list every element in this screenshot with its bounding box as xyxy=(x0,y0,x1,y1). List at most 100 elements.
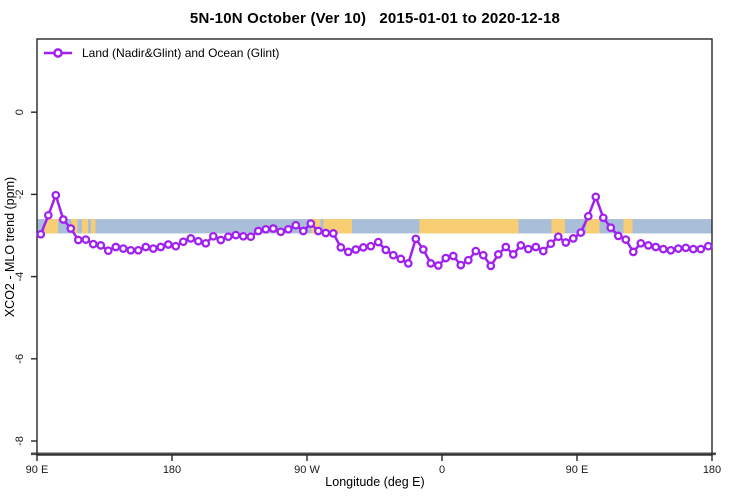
x-tick-label: 90 E xyxy=(566,464,589,476)
data-point xyxy=(546,239,556,249)
data-point xyxy=(433,261,443,270)
land-segment xyxy=(419,219,519,234)
data-point xyxy=(336,243,346,252)
data-point xyxy=(501,242,511,252)
data-point xyxy=(51,190,61,200)
data-point xyxy=(298,226,308,236)
data-point xyxy=(553,232,563,242)
data-point xyxy=(403,259,413,268)
data-point xyxy=(561,238,571,247)
legend-label: Land (Nadir&Glint) and Ocean (Glint) xyxy=(82,46,280,60)
data-point xyxy=(223,232,233,242)
data-point xyxy=(613,231,623,241)
data-point xyxy=(238,231,248,241)
data-point xyxy=(508,250,518,259)
x-axis-title: Longitude (deg E) xyxy=(325,475,425,489)
data-point xyxy=(591,192,601,202)
data-point xyxy=(261,224,271,234)
data-point xyxy=(493,250,503,259)
y-tick-label: 0 xyxy=(14,109,26,115)
data-point xyxy=(283,224,293,234)
data-point xyxy=(156,242,166,252)
y-axis-title: XCO2 - MLO trend (ppm) xyxy=(3,176,17,318)
data-point xyxy=(688,244,698,254)
data-point xyxy=(358,243,368,252)
data-point xyxy=(411,234,421,244)
land-segment xyxy=(586,219,600,234)
legend-circle-icon xyxy=(53,48,63,58)
data-point xyxy=(703,241,713,251)
data-point xyxy=(306,219,316,228)
data-point xyxy=(36,229,46,239)
data-point xyxy=(103,246,113,256)
data-point xyxy=(163,240,173,249)
x-tick-label: 0 xyxy=(439,464,445,476)
data-point xyxy=(193,236,203,246)
land-segment xyxy=(91,219,96,234)
data-point xyxy=(516,241,526,250)
data-point xyxy=(148,244,158,253)
data-point xyxy=(141,242,151,252)
data-point xyxy=(643,241,653,250)
data-point xyxy=(441,253,451,263)
data-point xyxy=(366,241,376,251)
data-point xyxy=(621,235,631,244)
data-point xyxy=(58,215,68,224)
legend-marker-icon xyxy=(44,48,72,58)
data-point xyxy=(478,250,488,260)
data-point xyxy=(373,237,383,247)
data-point xyxy=(666,245,676,255)
data-point xyxy=(471,246,481,256)
data-point xyxy=(276,227,286,237)
data-point xyxy=(88,239,98,249)
legend: Land (Nadir&Glint) and Ocean (Glint) xyxy=(43,46,279,60)
data-point xyxy=(418,245,428,254)
land-segment xyxy=(323,219,352,234)
land-segment xyxy=(82,219,88,234)
x-tick-label: 90 W xyxy=(294,464,320,476)
data-point xyxy=(531,242,541,252)
data-point xyxy=(448,251,458,261)
data-point xyxy=(456,260,466,270)
data-point xyxy=(321,228,331,238)
ocean-band xyxy=(37,219,712,234)
data-point xyxy=(96,241,106,250)
data-point xyxy=(178,237,188,247)
x-tick-label: 180 xyxy=(703,464,721,476)
data-point xyxy=(658,244,668,254)
data-point xyxy=(126,245,136,255)
data-point xyxy=(328,229,338,238)
data-point xyxy=(606,223,616,233)
y-tick-label: -8 xyxy=(14,436,26,446)
data-point xyxy=(111,242,121,252)
data-point xyxy=(343,247,353,257)
data-point xyxy=(576,228,586,237)
data-point xyxy=(583,211,593,221)
data-point xyxy=(381,245,391,255)
data-point xyxy=(388,250,398,260)
data-point xyxy=(246,232,256,242)
data-point xyxy=(171,241,181,251)
y-tick-label: -6 xyxy=(14,354,26,364)
land-segment xyxy=(311,219,321,234)
data-point xyxy=(628,247,638,257)
land-segment xyxy=(551,219,565,234)
data-point xyxy=(231,230,241,240)
chart-title: 5N-10N October (Ver 10) 2015-01-01 to 20… xyxy=(189,10,561,27)
data-point xyxy=(636,238,646,248)
data-point xyxy=(201,238,211,248)
x-tick-label: 180 xyxy=(163,464,181,476)
data-point xyxy=(538,246,548,256)
data-point xyxy=(463,255,473,265)
data-point xyxy=(696,244,706,254)
data-point xyxy=(396,254,406,264)
data-point xyxy=(523,244,533,254)
data-point xyxy=(268,224,278,233)
data-point xyxy=(66,224,76,233)
data-point xyxy=(681,243,691,253)
data-point xyxy=(73,235,83,245)
data-point xyxy=(216,235,226,245)
data-point xyxy=(81,235,91,244)
y-tick-label: -4 xyxy=(14,272,26,282)
